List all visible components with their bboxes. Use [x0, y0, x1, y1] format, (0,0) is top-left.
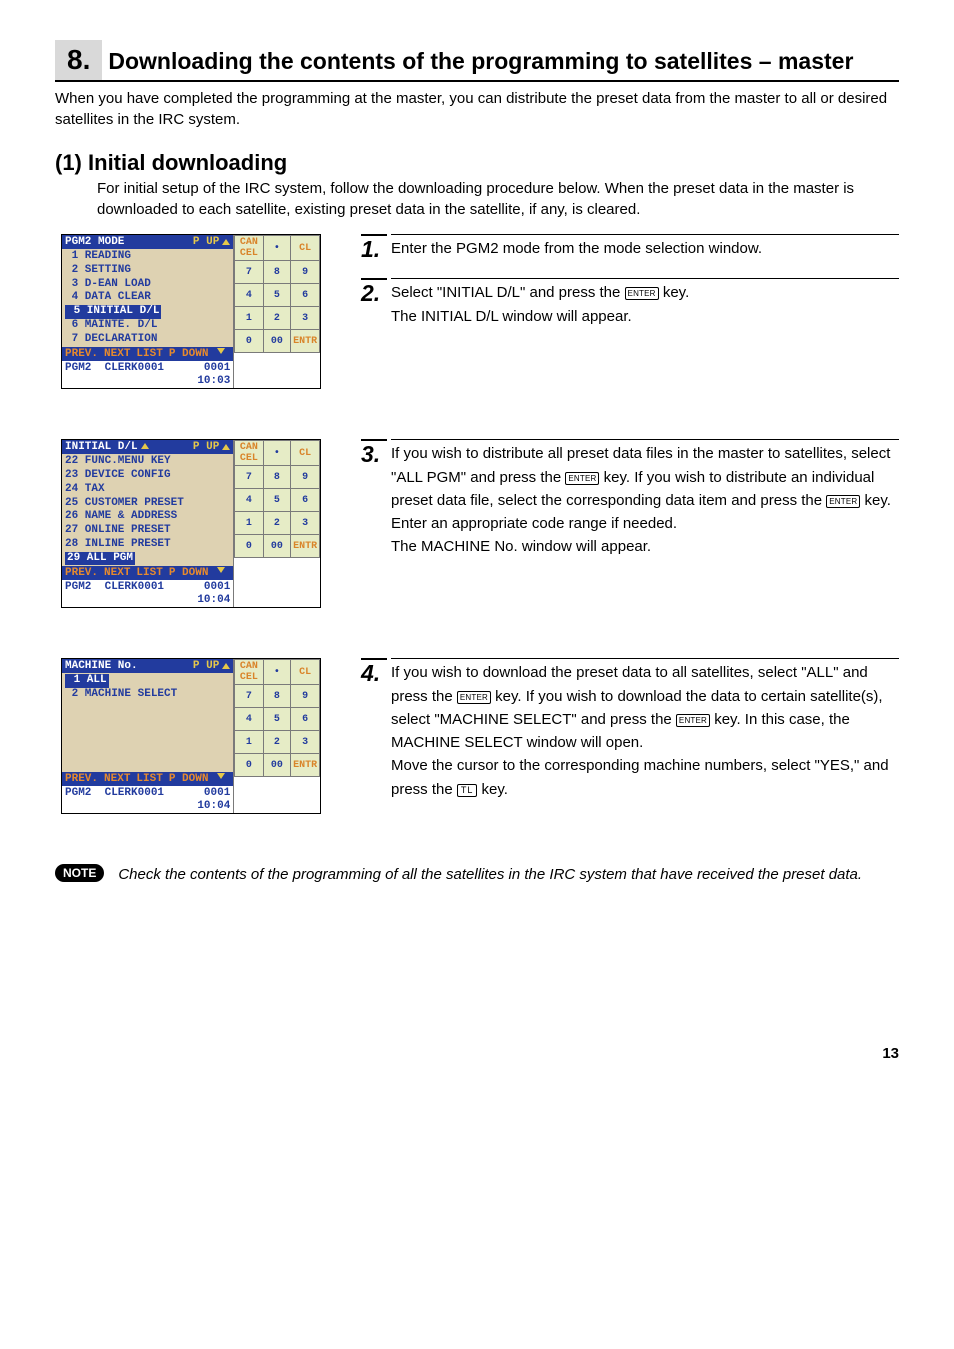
enter-key-icon: ENTER	[625, 287, 659, 300]
step-2: 2. Select "INITIAL D/L" and press the EN…	[361, 278, 899, 328]
keypad-key[interactable]: CANCEL	[235, 660, 263, 685]
step-1: 1. Enter the PGM2 mode from the mode sel…	[361, 234, 899, 260]
page-number: 13	[55, 1045, 899, 1062]
keypad-key[interactable]: 7	[235, 466, 263, 489]
keypad-key[interactable]: 9	[291, 466, 320, 489]
keypad-key[interactable]: 00	[263, 535, 291, 558]
keypad-key[interactable]: ENTR	[291, 535, 320, 558]
keypad-key[interactable]: 7	[235, 261, 263, 284]
keypad-key[interactable]: 3	[291, 307, 320, 330]
subsection-intro: For initial setup of the IRC system, fol…	[97, 178, 899, 220]
keypad-key[interactable]: 3	[291, 731, 320, 754]
keypad-key[interactable]: 0	[235, 330, 263, 353]
step-text: Enter the PGM2 mode from the mode select…	[391, 234, 899, 260]
terminal-status: PGM2 CLERK00010001	[62, 786, 233, 800]
enter-key-icon: ENTER	[565, 472, 599, 485]
keypad-key[interactable]: CL	[291, 441, 320, 466]
terminal-time: 10:04	[62, 594, 233, 607]
keypad-key[interactable]: CANCEL	[235, 236, 263, 261]
keypad-key[interactable]: 3	[291, 512, 320, 535]
step-number: 1.	[361, 234, 387, 261]
step-number: 3.	[361, 439, 387, 466]
keypad: CANCEL•CL789456123000ENTR	[233, 440, 320, 607]
keypad: CANCEL•CL789456123000ENTR	[233, 659, 320, 812]
section-heading: Downloading the contents of the programm…	[108, 48, 853, 75]
enter-key-icon: ENTER	[826, 495, 860, 508]
step-number: 4.	[361, 658, 387, 685]
keypad-key[interactable]: 00	[263, 754, 291, 777]
terminal-status: PGM2 CLERK00010001	[62, 580, 233, 594]
keypad-key[interactable]: 6	[291, 284, 320, 307]
enter-key-icon: ENTER	[457, 691, 491, 704]
terminal-footer: PREV.NEXTLISTP DOWN	[62, 772, 233, 786]
keypad: CANCEL•CL789456123000ENTR	[233, 235, 320, 388]
note-block: NOTE Check the contents of the programmi…	[55, 864, 899, 885]
step-number: 2.	[361, 278, 387, 305]
step-3: 3. If you wish to distribute all preset …	[361, 439, 899, 558]
note-text: Check the contents of the programming of…	[118, 864, 862, 885]
keypad-key[interactable]: 9	[291, 261, 320, 284]
terminal-footer: PREV.NEXTLISTP DOWN	[62, 347, 233, 361]
terminal-body: 1 READING 2 SETTING 3 D-EAN LOAD 4 DATA …	[62, 249, 233, 347]
keypad-key[interactable]: 7	[235, 685, 263, 708]
terminal-footer: PREV.NEXTLISTP DOWN	[62, 566, 233, 580]
terminal-time: 10:03	[62, 375, 233, 388]
keypad-key[interactable]: 5	[263, 489, 291, 512]
step-4: 4. If you wish to download the preset da…	[361, 658, 899, 801]
keypad-key[interactable]: 00	[263, 330, 291, 353]
keypad-key[interactable]: •	[263, 660, 291, 685]
subsection-number: (1)	[55, 150, 82, 175]
keypad-key[interactable]: 6	[291, 708, 320, 731]
terminal-screenshot: PGM2 MODEP UP 1 READING 2 SETTING 3 D-EA…	[61, 234, 321, 389]
keypad-key[interactable]: CANCEL	[235, 441, 263, 466]
keypad-key[interactable]: 8	[263, 466, 291, 489]
keypad-key[interactable]: 4	[235, 489, 263, 512]
terminal-screenshot: MACHINE No.P UP 1 ALL 2 MACHINE SELECT P…	[61, 658, 321, 813]
keypad-key[interactable]: •	[263, 441, 291, 466]
section-title: 8. Downloading the contents of the progr…	[55, 40, 899, 82]
note-badge: NOTE	[55, 864, 104, 882]
intro-paragraph: When you have completed the programming …	[55, 88, 899, 130]
tl-key-icon: TL	[457, 784, 478, 797]
step-text: If you wish to download the preset data …	[391, 658, 899, 801]
keypad-key[interactable]: CL	[291, 236, 320, 261]
keypad-key[interactable]: 8	[263, 685, 291, 708]
terminal-header: INITIAL D/LP UP	[62, 440, 233, 454]
keypad-key[interactable]: 5	[263, 284, 291, 307]
keypad-key[interactable]: 8	[263, 261, 291, 284]
keypad-key[interactable]: 1	[235, 512, 263, 535]
terminal-header: PGM2 MODEP UP	[62, 235, 233, 249]
enter-key-icon: ENTER	[676, 714, 710, 727]
keypad-key[interactable]: 1	[235, 307, 263, 330]
terminal-body: 22 FUNC.MENU KEY 23 DEVICE CONFIG 24 TAX…	[62, 454, 233, 566]
step-text: Select "INITIAL D/L" and press the ENTER…	[391, 278, 899, 328]
subsection-heading: Initial downloading	[88, 150, 287, 175]
keypad-key[interactable]: 0	[235, 754, 263, 777]
keypad-key[interactable]: 2	[263, 731, 291, 754]
keypad-key[interactable]: 2	[263, 512, 291, 535]
keypad-key[interactable]: ENTR	[291, 330, 320, 353]
section-number: 8.	[55, 40, 102, 80]
terminal-header: MACHINE No.P UP	[62, 659, 233, 673]
keypad-key[interactable]: 4	[235, 708, 263, 731]
keypad-key[interactable]: ENTR	[291, 754, 320, 777]
terminal-screenshot: INITIAL D/LP UP22 FUNC.MENU KEY 23 DEVIC…	[61, 439, 321, 608]
terminal-time: 10:04	[62, 800, 233, 813]
keypad-key[interactable]: 4	[235, 284, 263, 307]
keypad-key[interactable]: 5	[263, 708, 291, 731]
keypad-key[interactable]: 1	[235, 731, 263, 754]
keypad-key[interactable]: 2	[263, 307, 291, 330]
subsection-title: (1) Initial downloading	[55, 150, 899, 176]
keypad-key[interactable]: •	[263, 236, 291, 261]
step-text: If you wish to distribute all preset dat…	[391, 439, 899, 558]
terminal-body: 1 ALL 2 MACHINE SELECT	[62, 673, 233, 771]
keypad-key[interactable]: 0	[235, 535, 263, 558]
keypad-key[interactable]: 6	[291, 489, 320, 512]
keypad-key[interactable]: 9	[291, 685, 320, 708]
terminal-status: PGM2 CLERK00010001	[62, 361, 233, 375]
keypad-key[interactable]: CL	[291, 660, 320, 685]
